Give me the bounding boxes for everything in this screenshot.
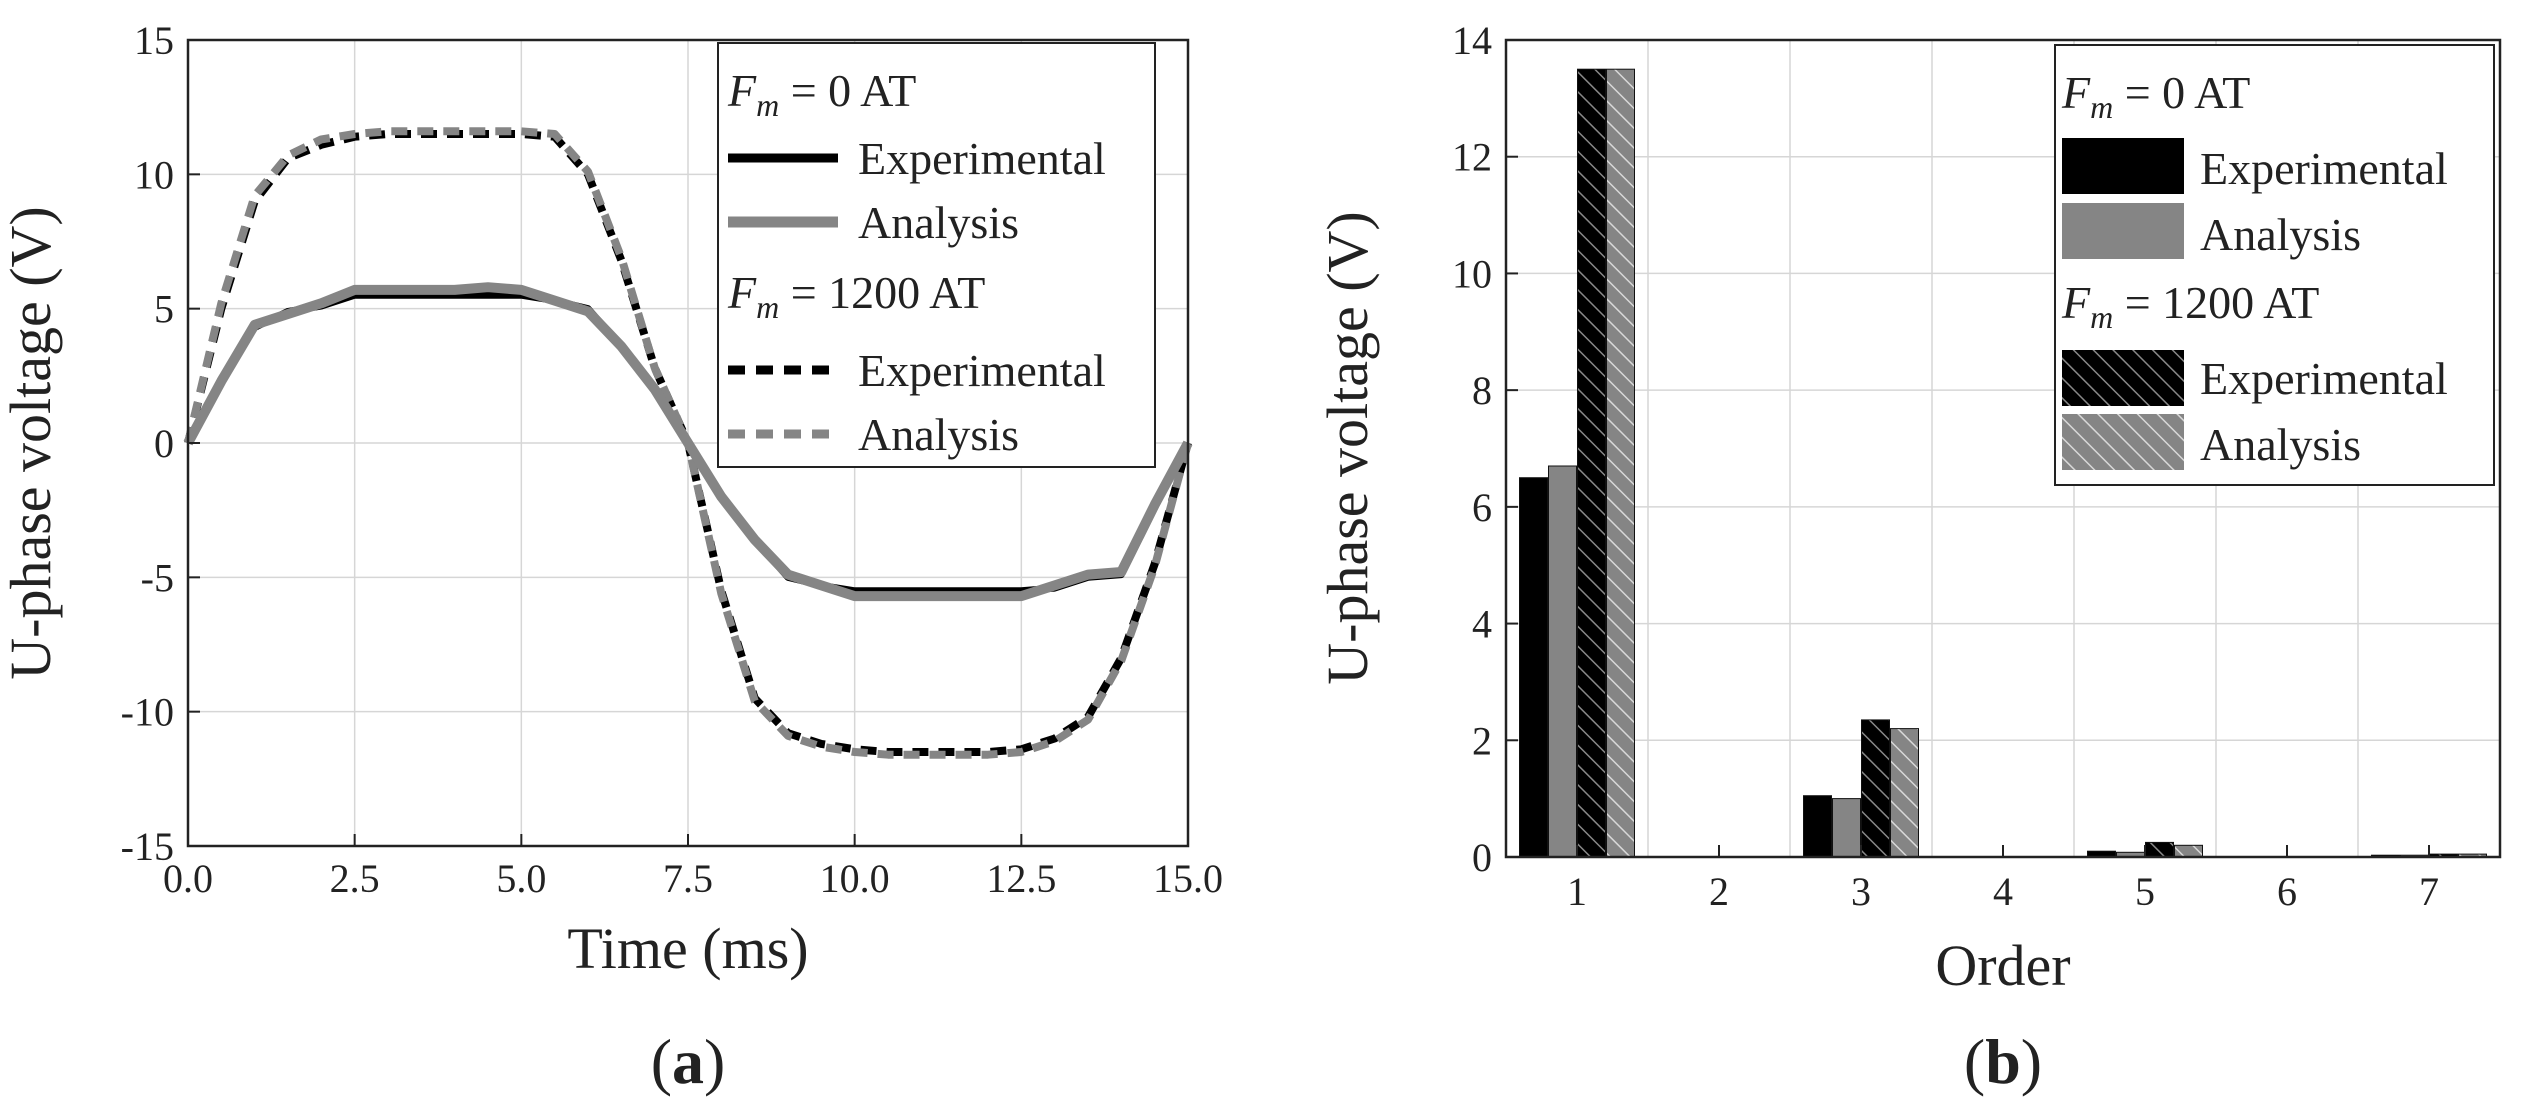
panel-b-legend-swatch-exp-0 (2062, 138, 2184, 194)
panel-a-y-tick-label: -5 (141, 555, 174, 600)
panel-a-legend-entry-ana-1200: Analysis (858, 409, 1019, 460)
panel-a-y-tick-label: 15 (134, 18, 174, 63)
panel-b-bar-order1-series3 (1606, 68, 1635, 858)
panel-b-y-ticks: 14 12 10 8 6 4 2 0 (1452, 18, 1518, 880)
panel-b-x-tick-label: 3 (1851, 869, 1871, 914)
panel-b-legend-swatch-exp-1200 (2062, 350, 2184, 406)
panel-b-legend-swatch-ana-1200 (2062, 414, 2184, 470)
panel-a-legend-entry-exp-1200: Experimental (858, 345, 1106, 396)
panel-a-y-tick-label: -10 (121, 690, 174, 735)
panel-b-x-tick-label: 5 (2135, 869, 2155, 914)
panel-a-label: (a) (651, 1026, 726, 1097)
panel-a-x-tick-label: 7.5 (663, 856, 713, 901)
panel-a-legend: Fm = 0 AT Experimental Analysis Fm = 120… (717, 42, 1156, 468)
panel-b-legend-entry-ana-1200: Analysis (2200, 419, 2361, 470)
panel-b-bar-order3-series1 (1832, 798, 1861, 858)
panel-a-x-tick-label: 15.0 (1153, 856, 1223, 901)
panel-a-legend-group2: Fm = 1200 AT (727, 267, 985, 325)
panel-b-bar-order1-series2 (1577, 68, 1606, 858)
panel-b-legend-group1: Fm = 0 AT (2061, 67, 2250, 125)
panel-b-bar-order3-series3 (1890, 728, 1919, 858)
panel-a-legend-entry-ana-0: Analysis (858, 197, 1019, 248)
panel-b-legend-box (2054, 44, 2495, 486)
panel-b-legend-entry-ana-0: Analysis (2200, 209, 2361, 260)
panel-b-x-tick-label: 6 (2277, 869, 2297, 914)
panel-b-y-tick-label: 14 (1452, 18, 1492, 63)
panel-a-series-line-1 (183, 282, 1193, 602)
panel-a-y-axis-label: U-phase voltage (V) (0, 206, 63, 680)
panel-b-legend-swatch-ana-0 (2062, 203, 2184, 259)
panel-b-x-tick-label: 2 (1709, 869, 1729, 914)
panel-a-y-tick-label: 5 (154, 287, 174, 332)
panel-b-legend-entry-exp-0: Experimental (2200, 143, 2448, 194)
panel-b-x-tick-label: 1 (1567, 869, 1587, 914)
panel-a-series (183, 127, 1193, 759)
panel-a-x-tick-label: 12.5 (986, 856, 1056, 901)
panel-a-y-tick-label: 10 (134, 152, 174, 197)
panel-b-x-tick-label: 4 (1993, 869, 2013, 914)
panel-a-x-axis-label: Time (ms) (567, 916, 808, 981)
panel-b-legend-entry-exp-1200: Experimental (2200, 353, 2448, 404)
panel-b-y-tick-label: 12 (1452, 135, 1492, 180)
panel-a-x-tick-label: 2.5 (330, 856, 380, 901)
panel-a-y-tick-label: -15 (121, 824, 174, 869)
panel-b-y-tick-label: 10 (1452, 251, 1492, 296)
panel-b-x-ticks: 1 2 3 4 5 6 7 (1567, 845, 2439, 914)
panel-b-x-axis-label: Order (1935, 933, 2070, 998)
panel-b-y-tick-label: 4 (1472, 602, 1492, 647)
panel-b-bar-order3-series2 (1861, 719, 1890, 858)
panel-a-legend-group1: Fm = 0 AT (727, 65, 916, 123)
panel-b-label: (b) (1964, 1026, 2042, 1097)
panel-b-bar-order1-series1 (1548, 465, 1577, 858)
panel-a-legend-box (717, 42, 1156, 468)
panel-b-y-axis-label: U-phase voltage (V) (1315, 211, 1380, 685)
panel-b-y-tick-label: 6 (1472, 485, 1492, 530)
panel-b-x-tick-label: 7 (2419, 869, 2439, 914)
panel-b-bar-order1-series0 (1519, 477, 1548, 858)
panel-b-y-tick-label: 8 (1472, 368, 1492, 413)
panel-a-x-tick-label: 0.0 (163, 856, 213, 901)
panel-b-legend-group2: Fm = 1200 AT (2061, 277, 2319, 335)
panel-b-legend: Fm = 0 AT Experimental Analysis Fm = 120… (2054, 44, 2495, 486)
panel-b-bar-order5-series3 (2174, 844, 2203, 858)
panel-b-bar-order5-series2 (2145, 841, 2174, 858)
panel-a-y-ticks: 15 10 5 0 -5 -10 -15 (121, 18, 200, 869)
panel-b-y-tick-label: 2 (1472, 718, 1492, 763)
panel-a-y-tick-label: 0 (154, 421, 174, 466)
panel-b-y-tick-label: 0 (1472, 835, 1492, 880)
panel-a-x-tick-label: 10.0 (820, 856, 890, 901)
panel-a-x-tick-label: 5.0 (496, 856, 546, 901)
panel-a-legend-entry-exp-0: Experimental (858, 133, 1106, 184)
panel-b-bar-order3-series0 (1803, 795, 1832, 858)
panel-a-x-ticks: 0.0 2.5 5.0 7.5 10.0 12.5 15.0 (163, 834, 1223, 901)
